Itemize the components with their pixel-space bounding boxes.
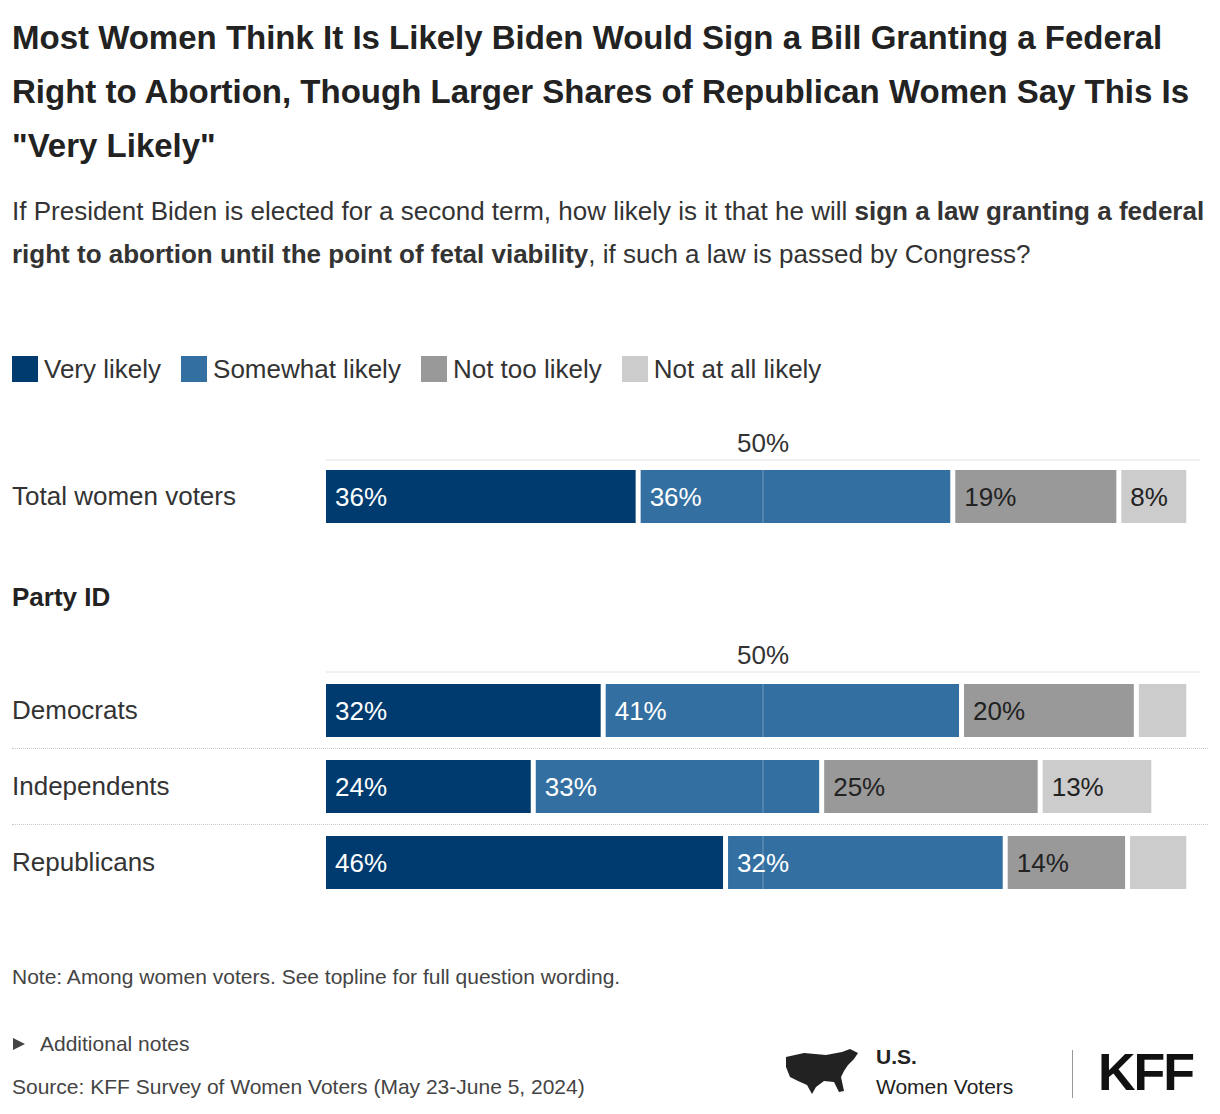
svg-text:36%: 36% <box>650 482 702 512</box>
svg-text:33%: 33% <box>545 772 597 802</box>
html-text:Additional notes: Additional notes <box>40 1032 190 1055</box>
html-text:If President Biden is elected: If President Biden is elected for a seco… <box>12 196 1205 269</box>
html-text:Not at all likely: Not at all likely <box>653 353 822 384</box>
svg-text:36%: 36% <box>335 482 387 512</box>
svg-text:Republicans: Republicans <box>12 847 155 877</box>
svg-text:41%: 41% <box>615 696 667 726</box>
html-text:Somewhat likely: Somewhat likely <box>213 353 401 384</box>
html-text:Party ID: Party ID <box>12 582 111 612</box>
svg-text:24%: 24% <box>335 772 387 802</box>
svg-text:14%: 14% <box>1017 848 1069 878</box>
svg-text:20%: 20% <box>973 696 1025 726</box>
svg-text:32%: 32% <box>335 696 387 726</box>
svg-text:Democrats: Democrats <box>12 695 138 725</box>
svg-text:Total women voters: Total women voters <box>12 481 236 511</box>
html-text:Women Voters: Women Voters <box>876 1075 1014 1098</box>
html-text:Most Women Think It Is Likely: Most Women Think It Is Likely Biden Woul… <box>12 19 1190 164</box>
svg-text:8%: 8% <box>1130 482 1168 512</box>
html-text:Source: KFF Survey of Women Vo: Source: KFF Survey of Women Voters (May … <box>12 1075 585 1098</box>
svg-text:32%: 32% <box>737 848 789 878</box>
svg-text:13%: 13% <box>1052 772 1104 802</box>
svg-text:19%: 19% <box>964 482 1016 512</box>
html-text:U.S.: U.S. <box>876 1045 917 1068</box>
svg-text:Independents: Independents <box>12 771 170 801</box>
html-text:KFF: KFF <box>1098 1043 1194 1101</box>
svg-text:46%: 46% <box>335 848 387 878</box>
svg-text:50%: 50% <box>737 428 789 458</box>
html-text:Not too likely: Not too likely <box>452 353 602 384</box>
svg-text:50%: 50% <box>737 640 789 670</box>
svg-text:25%: 25% <box>833 772 885 802</box>
html-text:Very likely: Very likely <box>44 353 161 384</box>
html-text:Note: Among women voters. See: Note: Among women voters. See topline fo… <box>12 965 621 988</box>
